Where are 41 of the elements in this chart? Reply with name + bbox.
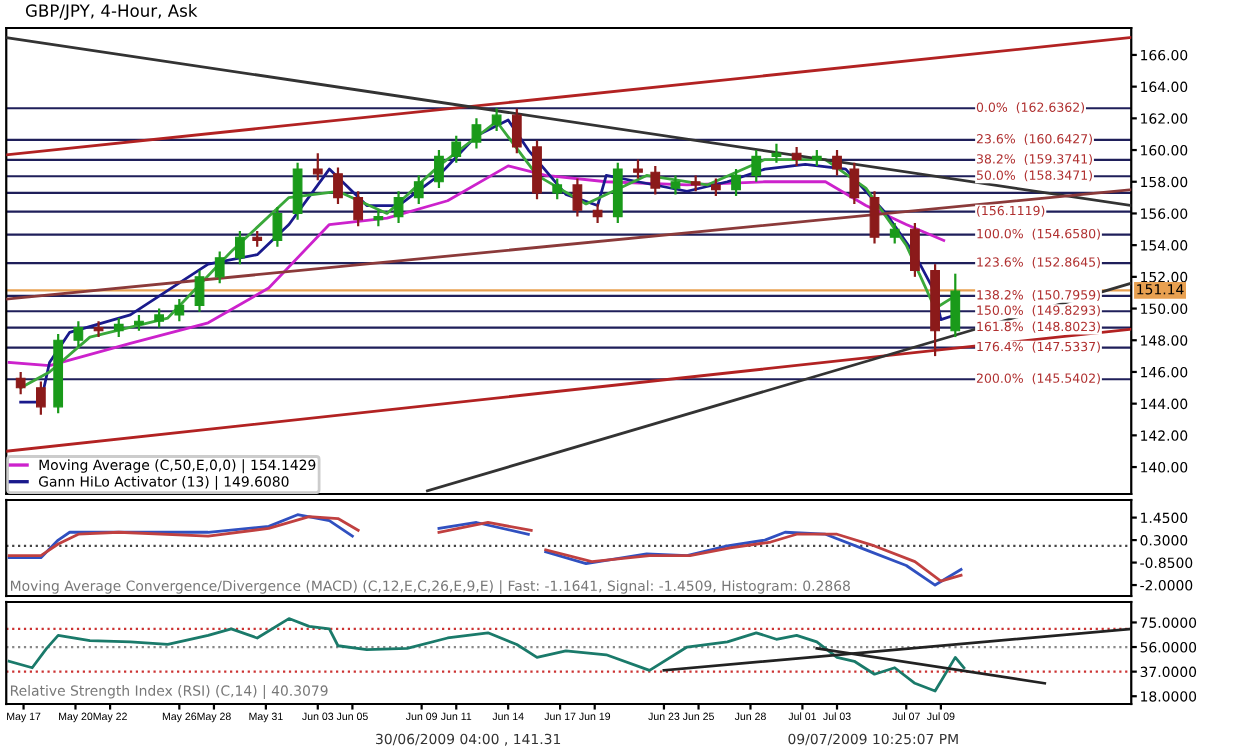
candlestick xyxy=(849,161,860,206)
candlestick xyxy=(650,164,661,196)
candlestick xyxy=(434,148,444,190)
candlestick xyxy=(113,316,124,339)
candlestick xyxy=(731,167,741,198)
candlestick xyxy=(869,190,880,245)
candlestick xyxy=(511,107,522,155)
candlestick xyxy=(154,307,165,329)
candlestick xyxy=(312,152,323,182)
candlestick xyxy=(771,142,782,164)
chart-title: GBP/JPY, 4-Hour, Ask xyxy=(25,4,198,20)
candlestick xyxy=(174,297,185,323)
candlestick xyxy=(491,107,502,133)
candlestick xyxy=(214,250,225,285)
candlestick xyxy=(950,272,961,339)
candlestick xyxy=(471,117,482,150)
candlestick xyxy=(572,177,583,218)
candlestick xyxy=(73,320,84,348)
candlestick xyxy=(194,269,205,313)
candlestick xyxy=(889,221,900,245)
candlestick xyxy=(353,190,364,228)
candlestick xyxy=(532,139,542,201)
candlestick xyxy=(910,221,920,278)
candlestick xyxy=(552,177,563,201)
candlestick xyxy=(592,202,603,225)
candlestick xyxy=(15,370,26,396)
candlestick xyxy=(451,134,462,164)
candlestick xyxy=(612,161,623,225)
candlestick xyxy=(413,174,424,206)
candlestick xyxy=(93,320,104,339)
candlestick xyxy=(791,145,802,168)
candlestick xyxy=(832,148,842,177)
candlestick xyxy=(333,166,343,206)
candlestick xyxy=(633,158,643,180)
candlestick xyxy=(35,380,46,416)
candlestick xyxy=(751,148,762,183)
candlestick xyxy=(292,161,303,221)
candlestick xyxy=(670,174,681,196)
candlestick xyxy=(393,190,404,225)
candlestick xyxy=(235,229,245,266)
candlestick xyxy=(272,206,283,248)
